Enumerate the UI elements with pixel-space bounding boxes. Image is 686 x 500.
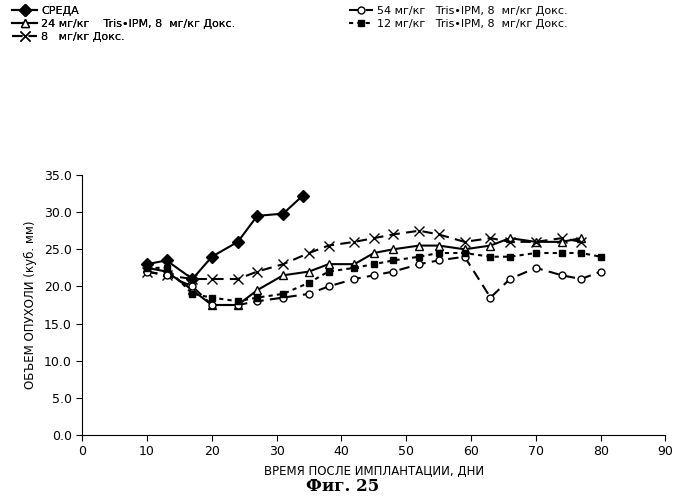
Legend: СРЕДА, 24 мг/кг    Tris•IPM, 8  мг/кг Докс., 8   мг/кг Докс.: СРЕДА, 24 мг/кг Tris•IPM, 8 мг/кг Докс.,… [12,6,235,43]
Legend: 54 мг/кг   Tris•IPM, 8  мг/кг Докс., 12 мг/кг   Tris•IPM, 8  мг/кг Докс.: 54 мг/кг Tris•IPM, 8 мг/кг Докс., 12 мг/… [348,6,568,29]
Y-axis label: ОБЪЕМ ОПУХОЛИ (куб. мм): ОБЪЕМ ОПУХОЛИ (куб. мм) [24,221,37,389]
X-axis label: ВРЕМЯ ПОСЛЕ ИМПЛАНТАЦИИ, ДНИ: ВРЕМЯ ПОСЛЕ ИМПЛАНТАЦИИ, ДНИ [264,466,484,478]
Text: Фиг. 25: Фиг. 25 [307,478,379,495]
